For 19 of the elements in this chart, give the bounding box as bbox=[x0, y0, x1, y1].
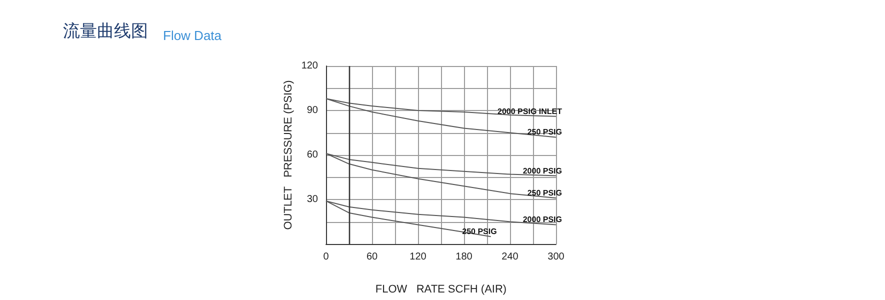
series-label: 250 PSIG bbox=[527, 188, 562, 198]
y-tick-label: 30 bbox=[306, 194, 318, 205]
x-tick-label: 120 bbox=[410, 252, 427, 262]
x-tick-label: 240 bbox=[502, 252, 519, 262]
x-tick-label: 60 bbox=[366, 252, 378, 262]
y-axis-title: OUTLET PRESSURE (PSIG) bbox=[282, 80, 294, 230]
series-label: 2000 PSIG bbox=[522, 215, 562, 224]
x-axis-title: FLOW RATE SCFH (AIR) bbox=[375, 284, 507, 296]
text: Flow Data bbox=[163, 28, 222, 43]
x-tick-label: 0 bbox=[323, 252, 330, 262]
y-tick-label: 90 bbox=[306, 105, 318, 116]
series-label: 250 PSIG bbox=[527, 128, 562, 137]
text: 流量曲线图 bbox=[63, 22, 148, 42]
x-tick-label: 180 bbox=[456, 252, 473, 262]
y-tick-label: 120 bbox=[301, 60, 318, 72]
series-label: 2000 PSIG bbox=[522, 166, 562, 176]
series-label: 2000 PSIG INLET bbox=[498, 106, 562, 116]
y-tick-label: 60 bbox=[306, 150, 318, 160]
x-tick-label: 300 bbox=[548, 252, 565, 262]
